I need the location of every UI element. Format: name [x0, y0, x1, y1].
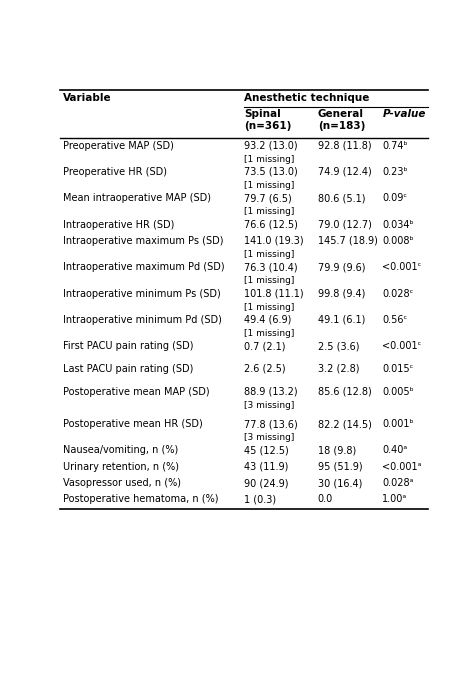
Text: Postoperative mean HR (SD): Postoperative mean HR (SD) [63, 419, 203, 429]
Text: Intraoperative minimum Ps (SD): Intraoperative minimum Ps (SD) [63, 289, 221, 298]
Text: 3.2 (2.8): 3.2 (2.8) [318, 364, 359, 374]
Text: [1 missing]: [1 missing] [244, 303, 294, 312]
Text: [3 missing]: [3 missing] [244, 401, 294, 410]
Text: 0.74ᵇ: 0.74ᵇ [382, 140, 408, 150]
Text: Postoperative mean MAP (SD): Postoperative mean MAP (SD) [63, 386, 210, 397]
Text: Urinary retention, n (%): Urinary retention, n (%) [63, 462, 179, 472]
Text: 101.8 (11.1): 101.8 (11.1) [244, 289, 304, 298]
Text: 0.028ᵃ: 0.028ᵃ [382, 478, 414, 488]
Text: Preoperative MAP (SD): Preoperative MAP (SD) [63, 140, 174, 150]
Text: 49.1 (6.1): 49.1 (6.1) [318, 315, 365, 325]
Text: 1 (0.3): 1 (0.3) [244, 495, 276, 505]
Text: 43 (11.9): 43 (11.9) [244, 462, 288, 472]
Text: 45 (12.5): 45 (12.5) [244, 445, 289, 456]
Text: 80.6 (5.1): 80.6 (5.1) [318, 193, 365, 203]
Text: 93.2 (13.0): 93.2 (13.0) [244, 140, 298, 150]
Text: Intraoperative HR (SD): Intraoperative HR (SD) [63, 220, 175, 230]
Text: 18 (9.8): 18 (9.8) [318, 445, 356, 456]
Text: <0.001ᵃ: <0.001ᵃ [382, 462, 422, 472]
Text: [1 missing]: [1 missing] [244, 276, 294, 285]
Text: 30 (16.4): 30 (16.4) [318, 478, 362, 488]
Text: Preoperative HR (SD): Preoperative HR (SD) [63, 167, 167, 177]
Text: 76.3 (10.4): 76.3 (10.4) [244, 262, 298, 272]
Text: 88.9 (13.2): 88.9 (13.2) [244, 386, 298, 397]
Text: Last PACU pain rating (SD): Last PACU pain rating (SD) [63, 364, 194, 374]
Text: 2.5 (3.6): 2.5 (3.6) [318, 341, 359, 351]
Text: 0.40ᵃ: 0.40ᵃ [382, 445, 407, 456]
Text: 49.4 (6.9): 49.4 (6.9) [244, 315, 291, 325]
Text: 0.028ᶜ: 0.028ᶜ [382, 289, 414, 298]
Text: Intraoperative maximum Pd (SD): Intraoperative maximum Pd (SD) [63, 262, 225, 272]
Text: P-value: P-value [382, 109, 426, 120]
Text: [1 missing]: [1 missing] [244, 329, 294, 338]
Text: 76.6 (12.5): 76.6 (12.5) [244, 220, 298, 230]
Text: Spinal
(n=361): Spinal (n=361) [244, 109, 291, 131]
Text: Mean intraoperative MAP (SD): Mean intraoperative MAP (SD) [63, 193, 211, 203]
Text: 0.008ᵇ: 0.008ᵇ [382, 236, 414, 246]
Text: 0.09ᶜ: 0.09ᶜ [382, 193, 407, 203]
Text: 0.034ᵇ: 0.034ᵇ [382, 220, 414, 230]
Text: 0.015ᶜ: 0.015ᶜ [382, 364, 414, 374]
Text: [1 missing]: [1 missing] [244, 250, 294, 259]
Text: Anesthetic technique: Anesthetic technique [244, 92, 369, 103]
Text: 145.7 (18.9): 145.7 (18.9) [318, 236, 377, 246]
Text: 79.7 (6.5): 79.7 (6.5) [244, 193, 292, 203]
Text: [3 missing]: [3 missing] [244, 434, 294, 443]
Text: 82.2 (14.5): 82.2 (14.5) [318, 419, 372, 429]
Text: 1.00ᵃ: 1.00ᵃ [382, 495, 407, 505]
Text: 79.9 (9.6): 79.9 (9.6) [318, 262, 365, 272]
Text: <0.001ᶜ: <0.001ᶜ [382, 341, 422, 351]
Text: 95 (51.9): 95 (51.9) [318, 462, 362, 472]
Text: Variable: Variable [63, 92, 112, 103]
Text: 74.9 (12.4): 74.9 (12.4) [318, 167, 371, 177]
Text: 99.8 (9.4): 99.8 (9.4) [318, 289, 365, 298]
Text: 141.0 (19.3): 141.0 (19.3) [244, 236, 304, 246]
Text: 90 (24.9): 90 (24.9) [244, 478, 288, 488]
Text: [1 missing]: [1 missing] [244, 207, 294, 216]
Text: [1 missing]: [1 missing] [244, 155, 294, 163]
Text: First PACU pain rating (SD): First PACU pain rating (SD) [63, 341, 194, 351]
Text: Intraoperative minimum Pd (SD): Intraoperative minimum Pd (SD) [63, 315, 222, 325]
Text: 2.6 (2.5): 2.6 (2.5) [244, 364, 286, 374]
Text: 92.8 (11.8): 92.8 (11.8) [318, 140, 371, 150]
Text: <0.001ᶜ: <0.001ᶜ [382, 262, 422, 272]
Text: 79.0 (12.7): 79.0 (12.7) [318, 220, 372, 230]
Text: 0.005ᵇ: 0.005ᵇ [382, 386, 414, 397]
Text: 0.23ᵇ: 0.23ᵇ [382, 167, 408, 177]
Text: Vasopressor used, n (%): Vasopressor used, n (%) [63, 478, 181, 488]
Text: Postoperative hematoma, n (%): Postoperative hematoma, n (%) [63, 495, 218, 505]
Text: 73.5 (13.0): 73.5 (13.0) [244, 167, 298, 177]
Text: 0.0: 0.0 [318, 495, 333, 505]
Text: 0.7 (2.1): 0.7 (2.1) [244, 341, 286, 351]
Text: [1 missing]: [1 missing] [244, 181, 294, 190]
Text: Intraoperative maximum Ps (SD): Intraoperative maximum Ps (SD) [63, 236, 224, 246]
Text: 0.001ᵇ: 0.001ᵇ [382, 419, 414, 429]
Text: 77.8 (13.6): 77.8 (13.6) [244, 419, 298, 429]
Text: 0.56ᶜ: 0.56ᶜ [382, 315, 407, 325]
Text: Nausea/vomiting, n (%): Nausea/vomiting, n (%) [63, 445, 178, 456]
Text: General
(n=183): General (n=183) [318, 109, 365, 131]
Text: 85.6 (12.8): 85.6 (12.8) [318, 386, 371, 397]
